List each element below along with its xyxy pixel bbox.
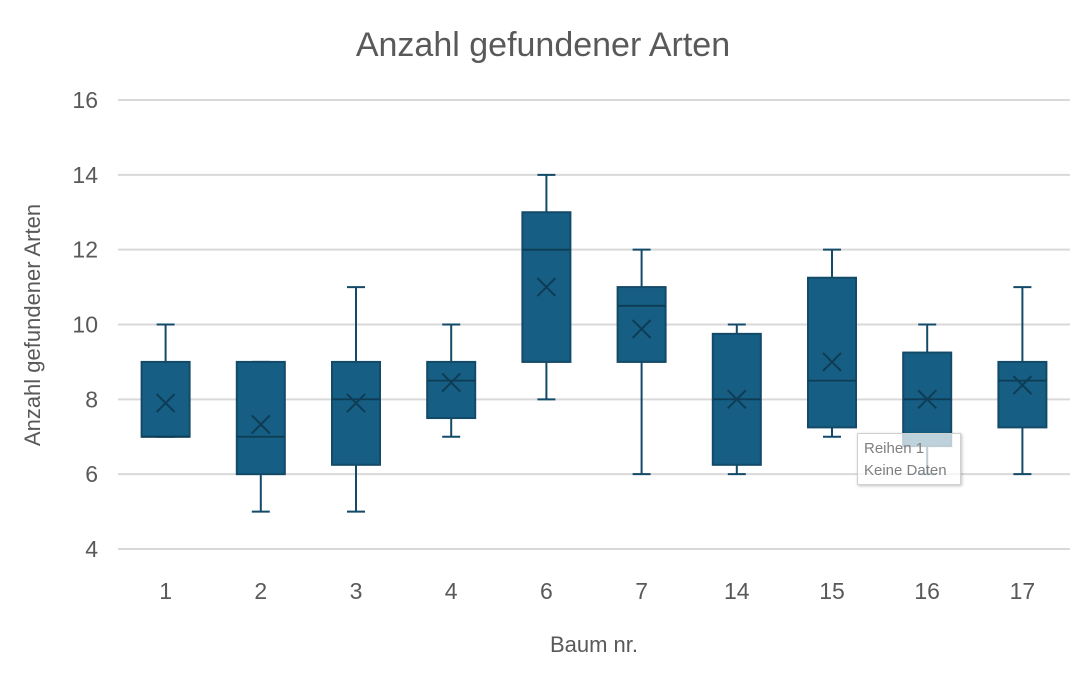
box-2[interactable]	[235, 360, 286, 513]
box-1[interactable]	[140, 323, 191, 438]
x-tick-label: 2	[254, 578, 267, 604]
box-body[interactable]	[616, 286, 667, 363]
tooltip-series: Reihen 1	[864, 440, 925, 457]
mean-marker	[251, 414, 271, 435]
y-axis-title: Anzahl gefundener Arten	[20, 204, 45, 446]
mean-marker	[727, 389, 747, 410]
tooltip: Reihen 1 Keine Daten	[857, 433, 961, 485]
y-tick-label: 12	[72, 237, 98, 263]
tooltip-value: Keine Daten	[864, 462, 947, 479]
y-tick-label: 4	[85, 536, 98, 562]
box-3[interactable]	[331, 286, 381, 513]
x-tick-label: 1	[159, 578, 172, 604]
box-6[interactable]	[521, 173, 572, 401]
box-17[interactable]	[997, 286, 1048, 476]
y-tick-label: 10	[72, 312, 98, 338]
x-tick-label: 14	[724, 578, 750, 604]
box-16[interactable]	[902, 323, 953, 476]
x-axis-title: Baum nr.	[550, 632, 638, 657]
x-axis-ticks: 1 2 3 4 6 7 14 15 16 17	[159, 578, 1035, 604]
x-tick-label: 3	[350, 578, 363, 604]
y-tick-label: 6	[85, 461, 98, 487]
box-4[interactable]	[426, 323, 477, 438]
y-tick-label: 14	[72, 162, 98, 188]
box-series[interactable]	[140, 173, 1048, 513]
box-body[interactable]	[235, 360, 286, 476]
x-tick-label: 7	[635, 578, 648, 604]
box-14[interactable]	[711, 323, 762, 476]
x-tick-label: 6	[540, 578, 553, 604]
box-15[interactable]	[807, 248, 857, 438]
box-body[interactable]	[331, 360, 381, 466]
box-body[interactable]	[807, 276, 857, 429]
mean-marker	[346, 393, 366, 413]
box-7[interactable]	[616, 248, 667, 476]
x-tick-label: 15	[819, 578, 845, 604]
chart-title: Anzahl gefundener Arten	[356, 26, 730, 64]
box-body[interactable]	[997, 360, 1048, 429]
x-tick-label: 17	[1010, 578, 1036, 604]
x-tick-label: 16	[914, 578, 940, 604]
mean-marker	[822, 352, 842, 372]
y-tick-label: 16	[72, 87, 98, 113]
box-body[interactable]	[140, 360, 191, 438]
mean-marker	[441, 372, 461, 393]
box-body[interactable]	[426, 360, 477, 420]
mean-marker	[917, 389, 937, 410]
mean-marker	[631, 319, 652, 339]
mean-marker	[536, 277, 557, 297]
y-axis-ticks: 4 6 8 10 12 14 16	[72, 87, 98, 562]
mean-marker	[1012, 375, 1033, 395]
x-tick-label: 4	[445, 578, 458, 604]
mean-marker	[155, 393, 176, 413]
y-tick-label: 8	[85, 386, 98, 412]
